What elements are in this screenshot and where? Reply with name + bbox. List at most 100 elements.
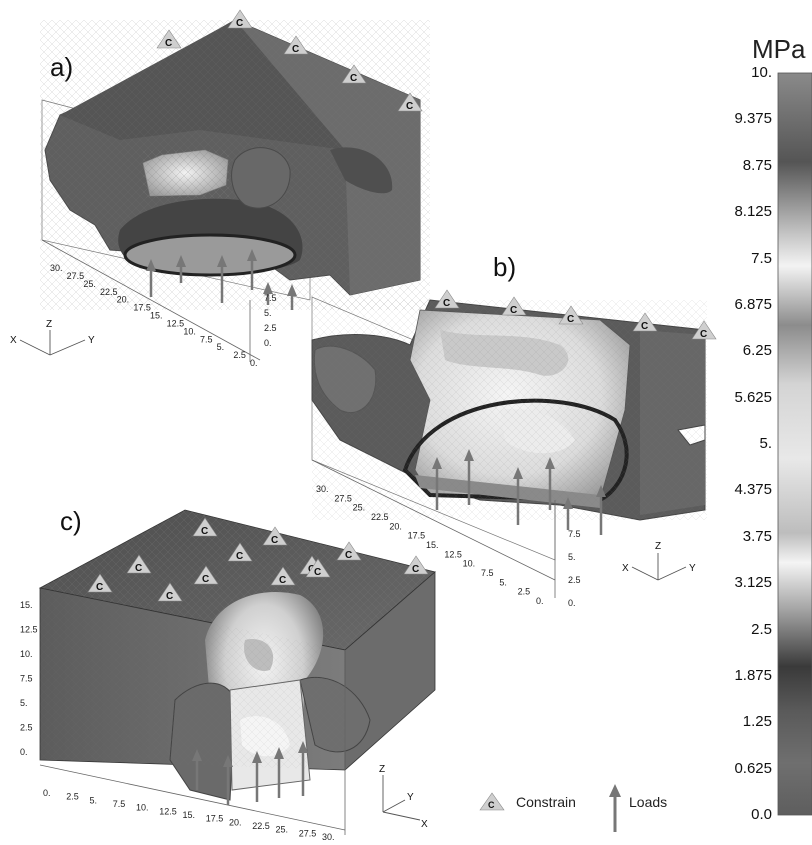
legend-constrain-label: Constrain xyxy=(516,794,576,810)
panel-a-model xyxy=(40,19,430,362)
constraint-symbol: C xyxy=(236,18,243,29)
constraint-markers: CCCCCCCCCCCCCCCCCCCCCC xyxy=(87,9,717,602)
panel-c-model xyxy=(38,509,436,835)
axis-tick-label: 7.5 xyxy=(20,674,33,684)
load-arrow xyxy=(192,749,202,790)
axis-tick-label: 20. xyxy=(389,521,402,531)
axis-tick-label: 5. xyxy=(499,577,507,587)
axis-tick-label: 5. xyxy=(20,698,28,708)
constraint-marker: C xyxy=(397,92,423,112)
legend-constrain-icon xyxy=(479,792,505,811)
load-arrow xyxy=(464,449,474,505)
colorbar-tick: 0.625 xyxy=(734,759,772,777)
panel-label-a: a) xyxy=(50,52,74,82)
axis-tick-label: 17.5 xyxy=(408,531,426,541)
triad-a-x: X xyxy=(10,335,17,346)
constraint-symbol: C xyxy=(202,574,209,585)
colorbar-tick: 6.25 xyxy=(742,342,772,360)
axis-tick-label: 2.5 xyxy=(568,575,581,585)
axis-tick-label: 25. xyxy=(276,825,289,835)
constraint-marker: C xyxy=(341,64,367,84)
axis-tick-label: 5. xyxy=(217,342,225,352)
axis-tick-label: 12.5 xyxy=(167,318,185,328)
legend-constrain-symbol: C xyxy=(488,800,495,810)
constraint-symbol: C xyxy=(443,298,450,309)
triad-b-y: Y xyxy=(689,563,696,574)
axis-tick-label: 0. xyxy=(568,598,576,608)
axis-tick-label: 12.5 xyxy=(159,806,177,816)
constraint-symbol: C xyxy=(279,575,286,586)
colorbar-tick: 1.25 xyxy=(742,713,772,731)
axis-tick-label: 22.5 xyxy=(252,821,270,831)
triad-a-y: Y xyxy=(88,335,95,346)
axis-tick-label: 10. xyxy=(20,649,33,659)
axis-tick-label: 15. xyxy=(183,810,196,820)
load-arrow xyxy=(146,259,156,297)
constraint-marker: C xyxy=(283,35,309,55)
constraint-marker: C xyxy=(262,526,288,546)
load-arrow xyxy=(545,457,555,510)
axis-tick-label: 0. xyxy=(43,788,51,798)
colorbar-tick: 4.375 xyxy=(734,481,772,499)
axis-tick-label: 7.5 xyxy=(113,799,126,809)
panel-label-b: b) xyxy=(493,252,517,282)
axis-tick-label: 0. xyxy=(250,358,258,368)
axis-tick-label: 20. xyxy=(229,817,242,827)
axis-tick-label: 27.5 xyxy=(67,271,85,281)
constraint-symbol: C xyxy=(271,535,278,546)
colorbar-tick: 3.125 xyxy=(734,574,772,592)
constraint-symbol: C xyxy=(510,305,517,316)
axis-tick-label: 15. xyxy=(150,311,163,321)
constraint-symbol: C xyxy=(201,526,208,537)
load-arrow xyxy=(263,282,273,305)
colorbar-tick: 5.625 xyxy=(734,388,772,406)
colorbar-unit: MPa xyxy=(752,34,806,64)
axis-tick-label: 7.5 xyxy=(200,334,213,344)
panel-label-c: c) xyxy=(60,506,82,536)
constraint-marker: C xyxy=(193,565,219,585)
constraint-symbol: C xyxy=(314,567,321,578)
load-arrow xyxy=(432,457,442,510)
axis-tick-label: 30. xyxy=(50,263,63,273)
axis-triad-c xyxy=(382,775,421,821)
axis-tick-label: 12.5 xyxy=(444,549,462,559)
colorbar-tick: 7.5 xyxy=(751,249,772,267)
legend-loads-icon xyxy=(609,784,621,832)
constraint-marker: C xyxy=(403,555,429,575)
constraint-marker: C xyxy=(227,9,253,29)
load-arrow xyxy=(298,741,308,796)
axis-tick-label: 2.5 xyxy=(20,723,33,733)
colorbar-tick: 5. xyxy=(759,435,772,452)
triad-b-z: Z xyxy=(655,541,661,552)
constraint-marker: C xyxy=(227,542,253,562)
load-arrow xyxy=(513,467,523,525)
constraint-marker: C xyxy=(691,320,717,340)
constraint-marker: C xyxy=(501,296,527,316)
load-arrow xyxy=(563,497,573,530)
constraint-marker: C xyxy=(192,517,218,537)
colorbar-tick: 8.75 xyxy=(742,156,772,174)
axis-tick-label: 0. xyxy=(264,338,272,348)
constraint-symbol: C xyxy=(96,582,103,593)
axis-tick-label: 7.5 xyxy=(481,568,494,578)
constraint-symbol: C xyxy=(166,591,173,602)
axis-tick-label: 2.5 xyxy=(264,323,277,333)
axis-tick-label: 7.5 xyxy=(568,529,581,539)
axis-tick-label: 2.5 xyxy=(518,587,531,597)
constraint-marker: C xyxy=(87,573,113,593)
constraint-marker: C xyxy=(336,541,362,561)
legend-loads-label: Loads xyxy=(629,794,668,810)
colorbar-tick: 9.375 xyxy=(734,110,772,128)
axis-tick-label: 5. xyxy=(90,795,98,805)
colorbar-tick: 2.5 xyxy=(751,620,772,638)
axis-tick-label: 0. xyxy=(536,596,544,606)
load-arrow xyxy=(223,755,233,805)
axis-tick-label: 15. xyxy=(426,540,439,550)
constraint-marker: C xyxy=(270,566,296,586)
constraint-symbol: C xyxy=(700,329,707,340)
axis-tick-label: 15. xyxy=(20,600,33,610)
load-arrow xyxy=(274,747,284,798)
colorbar-tick: 8.125 xyxy=(734,203,772,221)
axis-tick-label: 17.5 xyxy=(133,303,151,313)
